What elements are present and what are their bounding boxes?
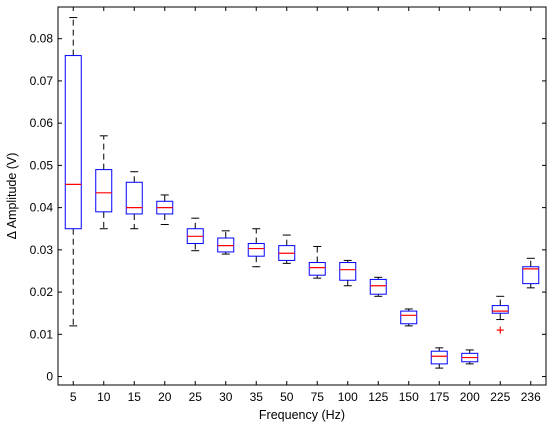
y-axis-label: Δ Amplitude (V) — [5, 153, 19, 240]
box-175 — [430, 347, 448, 369]
iqr-box — [339, 262, 357, 281]
iqr-box — [308, 262, 326, 276]
box-5 — [64, 17, 82, 327]
x-tick-label: 50 — [280, 390, 294, 404]
box-25 — [186, 217, 204, 252]
iqr-box — [247, 243, 265, 257]
x-tick-label: 75 — [311, 390, 325, 404]
x-tick-label: 30 — [219, 390, 233, 404]
x-tick-label: 100 — [338, 390, 358, 404]
y-tick-label: 0.01 — [30, 327, 54, 341]
x-axis-label: Frequency (Hz) — [259, 408, 345, 422]
y-tick-label: 0.07 — [30, 74, 54, 88]
iqr-box — [522, 266, 540, 285]
y-tick-label: 0.04 — [30, 201, 54, 215]
box-series — [64, 17, 540, 369]
box-125 — [369, 276, 387, 297]
x-axis: 5 10 15 20 25 30 35 50 75 100 125 150 175 200 225 236 — [70, 7, 541, 404]
box-30 — [217, 230, 235, 255]
iqr-box — [125, 181, 143, 215]
iqr-box — [217, 237, 235, 253]
x-tick-label: 10 — [97, 390, 111, 404]
box-15 — [125, 171, 143, 230]
x-tick-label: 225 — [490, 390, 510, 404]
y-tick-label: 0.02 — [30, 285, 54, 299]
x-tick-label: 5 — [70, 390, 77, 404]
box-20 — [156, 194, 174, 226]
y-tick-label: 0.08 — [30, 32, 54, 46]
box-236 — [522, 257, 540, 289]
iqr-box — [400, 310, 418, 325]
x-tick-label: 150 — [399, 390, 419, 404]
outlier-marker — [496, 326, 504, 334]
iqr-box — [369, 278, 387, 295]
box-35 — [247, 228, 265, 268]
iqr-box — [430, 350, 448, 365]
box-100 — [339, 259, 357, 287]
box-225 — [491, 295, 509, 334]
y-tick-label: 0.06 — [30, 116, 54, 130]
box-10 — [95, 135, 113, 230]
x-tick-label: 125 — [368, 390, 388, 404]
box-75 — [308, 245, 326, 279]
x-tick-label: 25 — [189, 390, 203, 404]
plot-area — [57, 6, 547, 386]
iqr-box — [64, 55, 82, 230]
x-tick-label: 20 — [158, 390, 172, 404]
box-50 — [278, 234, 296, 264]
y-tick-label: 0 — [46, 370, 53, 384]
x-tick-label: 15 — [128, 390, 142, 404]
y-tick-label: 0.05 — [30, 158, 54, 172]
x-tick-label: 236 — [521, 390, 541, 404]
x-tick-label: 35 — [250, 390, 264, 404]
box-200 — [461, 349, 479, 365]
y-tick-label: 0.03 — [30, 243, 54, 257]
y-axis: 0 0.01 0.02 0.03 0.04 0.05 0.06 0.07 0.08 — [30, 32, 546, 384]
iqr-box — [491, 305, 509, 314]
x-tick-label: 175 — [429, 390, 449, 404]
x-tick-label: 200 — [460, 390, 480, 404]
box-150 — [400, 308, 418, 327]
iqr-box — [95, 169, 113, 213]
